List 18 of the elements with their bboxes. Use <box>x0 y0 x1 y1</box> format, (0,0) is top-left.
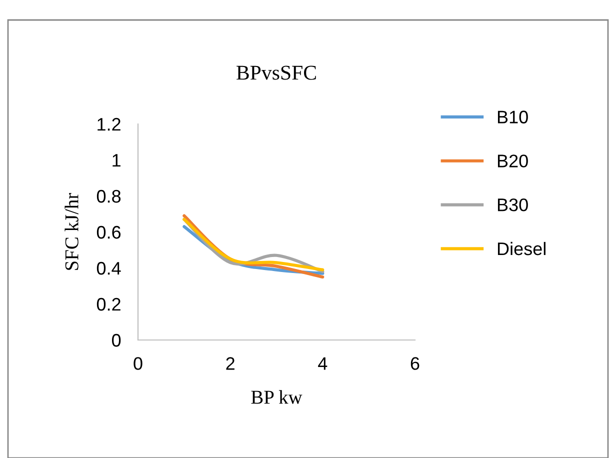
y-axis-title: SFC kJ/hr <box>64 192 78 270</box>
y-tick-label: 0 <box>112 334 121 347</box>
legend-label: B10 <box>498 110 528 124</box>
y-tick-label: 0.2 <box>96 298 120 311</box>
y-tick-label: 1 <box>112 154 120 167</box>
x-tick-label: 6 <box>410 357 420 370</box>
y-tick-label: 0.4 <box>96 262 121 275</box>
x-tick-label: 0 <box>134 357 142 370</box>
y-tick-label: 1.2 <box>98 118 120 131</box>
y-tick-label: 0.8 <box>96 190 121 203</box>
legend-label: B30 <box>498 198 528 212</box>
legend-label: Diesel <box>498 242 546 256</box>
x-tick-label: 2 <box>226 357 234 370</box>
y-tick-label: 0.6 <box>96 226 121 239</box>
x-tick-label: 4 <box>318 357 328 370</box>
legend-label: B20 <box>498 154 528 168</box>
x-axis-title: BP kw <box>251 390 302 404</box>
chart-title: BPvsSFC <box>236 66 316 80</box>
